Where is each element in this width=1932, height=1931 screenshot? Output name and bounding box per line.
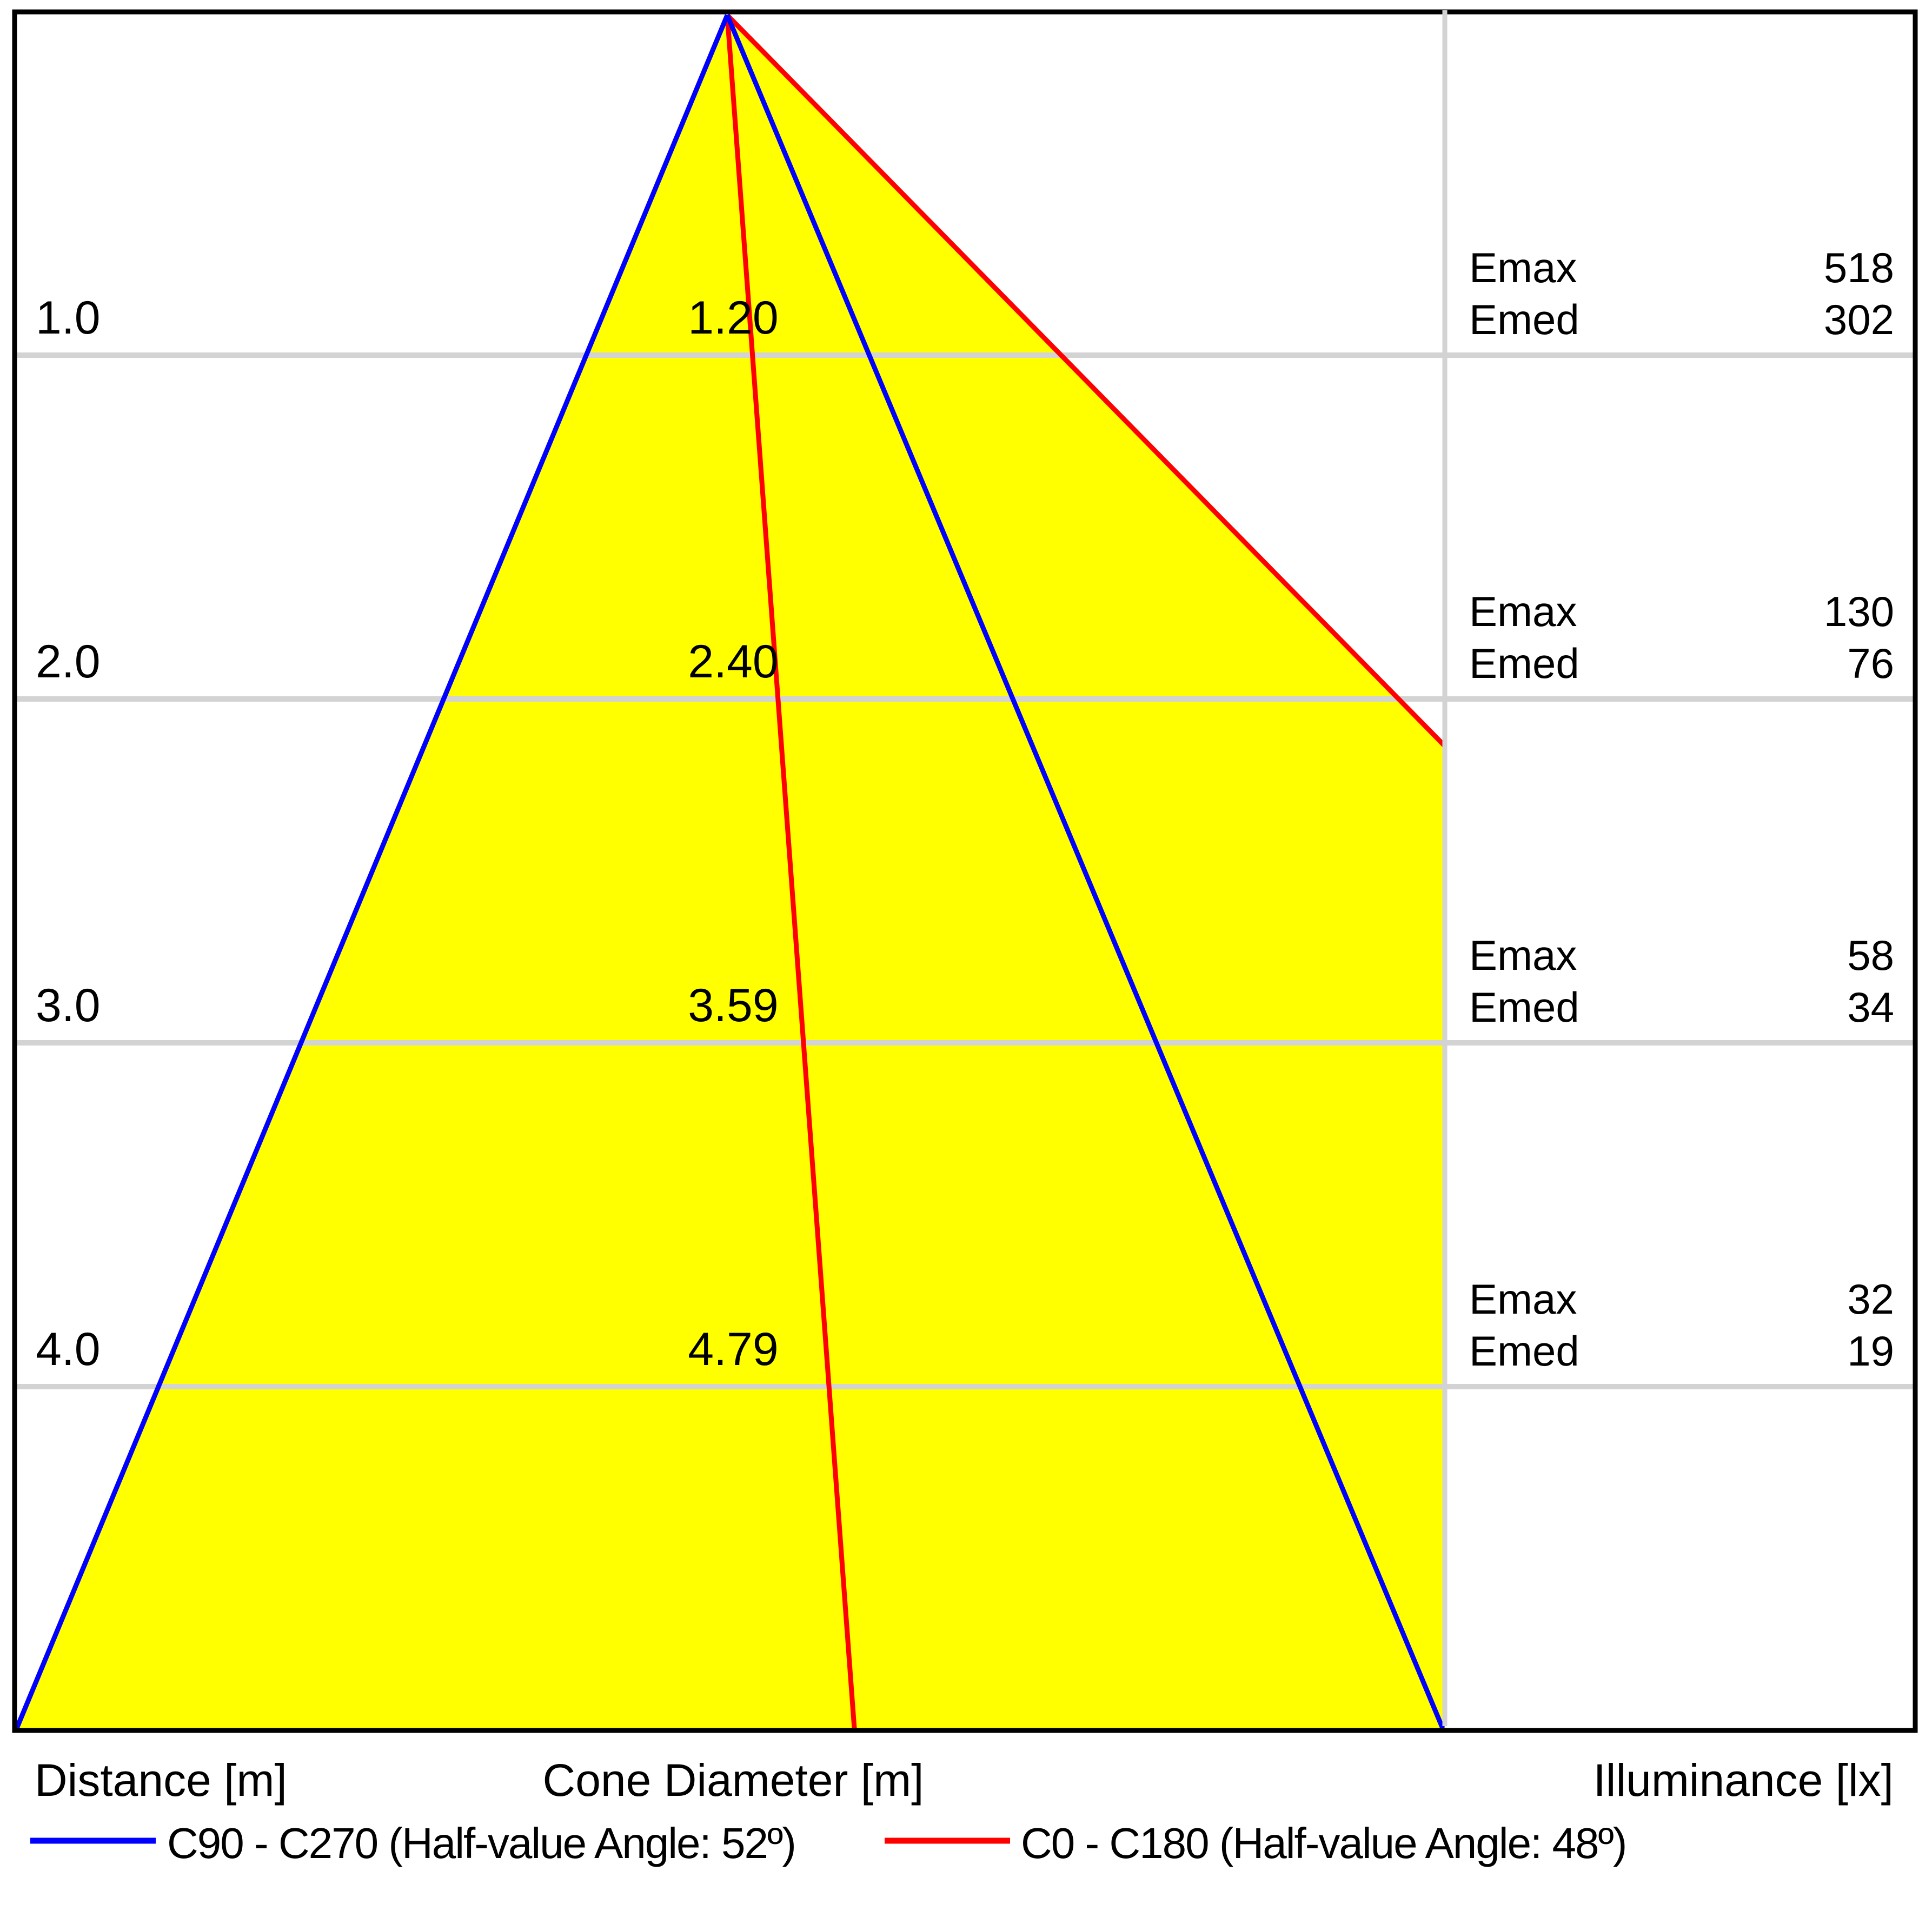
c0-c180-right-edge-line: [725, 13, 1447, 748]
emed-label-row-3: Emed: [1469, 1327, 1579, 1375]
illuminance-axis-label: Illuminance [lx]: [1593, 1755, 1894, 1806]
emax-label-row-2: Emax: [1469, 931, 1577, 979]
distance-gridlines: [15, 352, 1915, 1389]
c90-c270-right-edge-line: [725, 14, 1445, 1729]
emed-label-row-0: Emed: [1469, 296, 1579, 343]
emed-value-row-0: 302: [1824, 296, 1894, 343]
distance-axis-label: Distance [m]: [35, 1755, 287, 1806]
cone-diameter-label-row-1: 2.40: [688, 636, 778, 688]
legend-label-c0-c180: C0 - C180 (Half-value Angle: 48º): [1021, 1819, 1626, 1867]
c0-c180-left-edge-line: [725, 15, 857, 1729]
emax-value-row-0: 518: [1824, 244, 1894, 291]
emed-label-row-2: Emed: [1469, 983, 1579, 1031]
emax-value-row-3: 32: [1847, 1275, 1894, 1323]
emed-value-row-2: 34: [1847, 983, 1894, 1031]
cone-diameter-label-row-0: 1.20: [688, 292, 778, 344]
emed-label-row-1: Emed: [1469, 640, 1579, 687]
emax-value-row-2: 58: [1847, 931, 1894, 979]
distance-label-row-0: 1.0: [36, 292, 101, 344]
legend-label-c90-c270: C90 - C270 (Half-value Angle: 52º): [167, 1819, 795, 1867]
cone-diameter-axis-label: Cone Diameter [m]: [543, 1755, 924, 1806]
legend: C90 - C270 (Half-value Angle: 52º) C0 - …: [30, 1819, 1627, 1867]
diagram-border: [12, 9, 1918, 1733]
emax-label-row-3: Emax: [1469, 1275, 1577, 1323]
emax-value-row-1: 130: [1824, 588, 1894, 635]
c90-c270-left-edge-line: [14, 14, 730, 1729]
c90-c270-beam-lines: [14, 14, 1445, 1729]
cone-diameter-label-row-2: 3.59: [688, 980, 778, 1031]
emed-value-row-1: 76: [1847, 640, 1894, 687]
distance-label-row-1: 2.0: [36, 636, 101, 688]
distance-label-row-2: 3.0: [36, 980, 101, 1031]
emax-label-row-0: Emax: [1469, 244, 1577, 291]
emax-label-row-1: Emax: [1469, 588, 1577, 635]
beam-fill-area: [17, 15, 1445, 1728]
distance-label-row-3: 4.0: [36, 1323, 101, 1375]
emed-value-row-3: 19: [1847, 1327, 1894, 1375]
c0-c180-beam-lines: [725, 13, 1447, 1729]
cone-diameter-label-row-3: 4.79: [688, 1323, 778, 1375]
